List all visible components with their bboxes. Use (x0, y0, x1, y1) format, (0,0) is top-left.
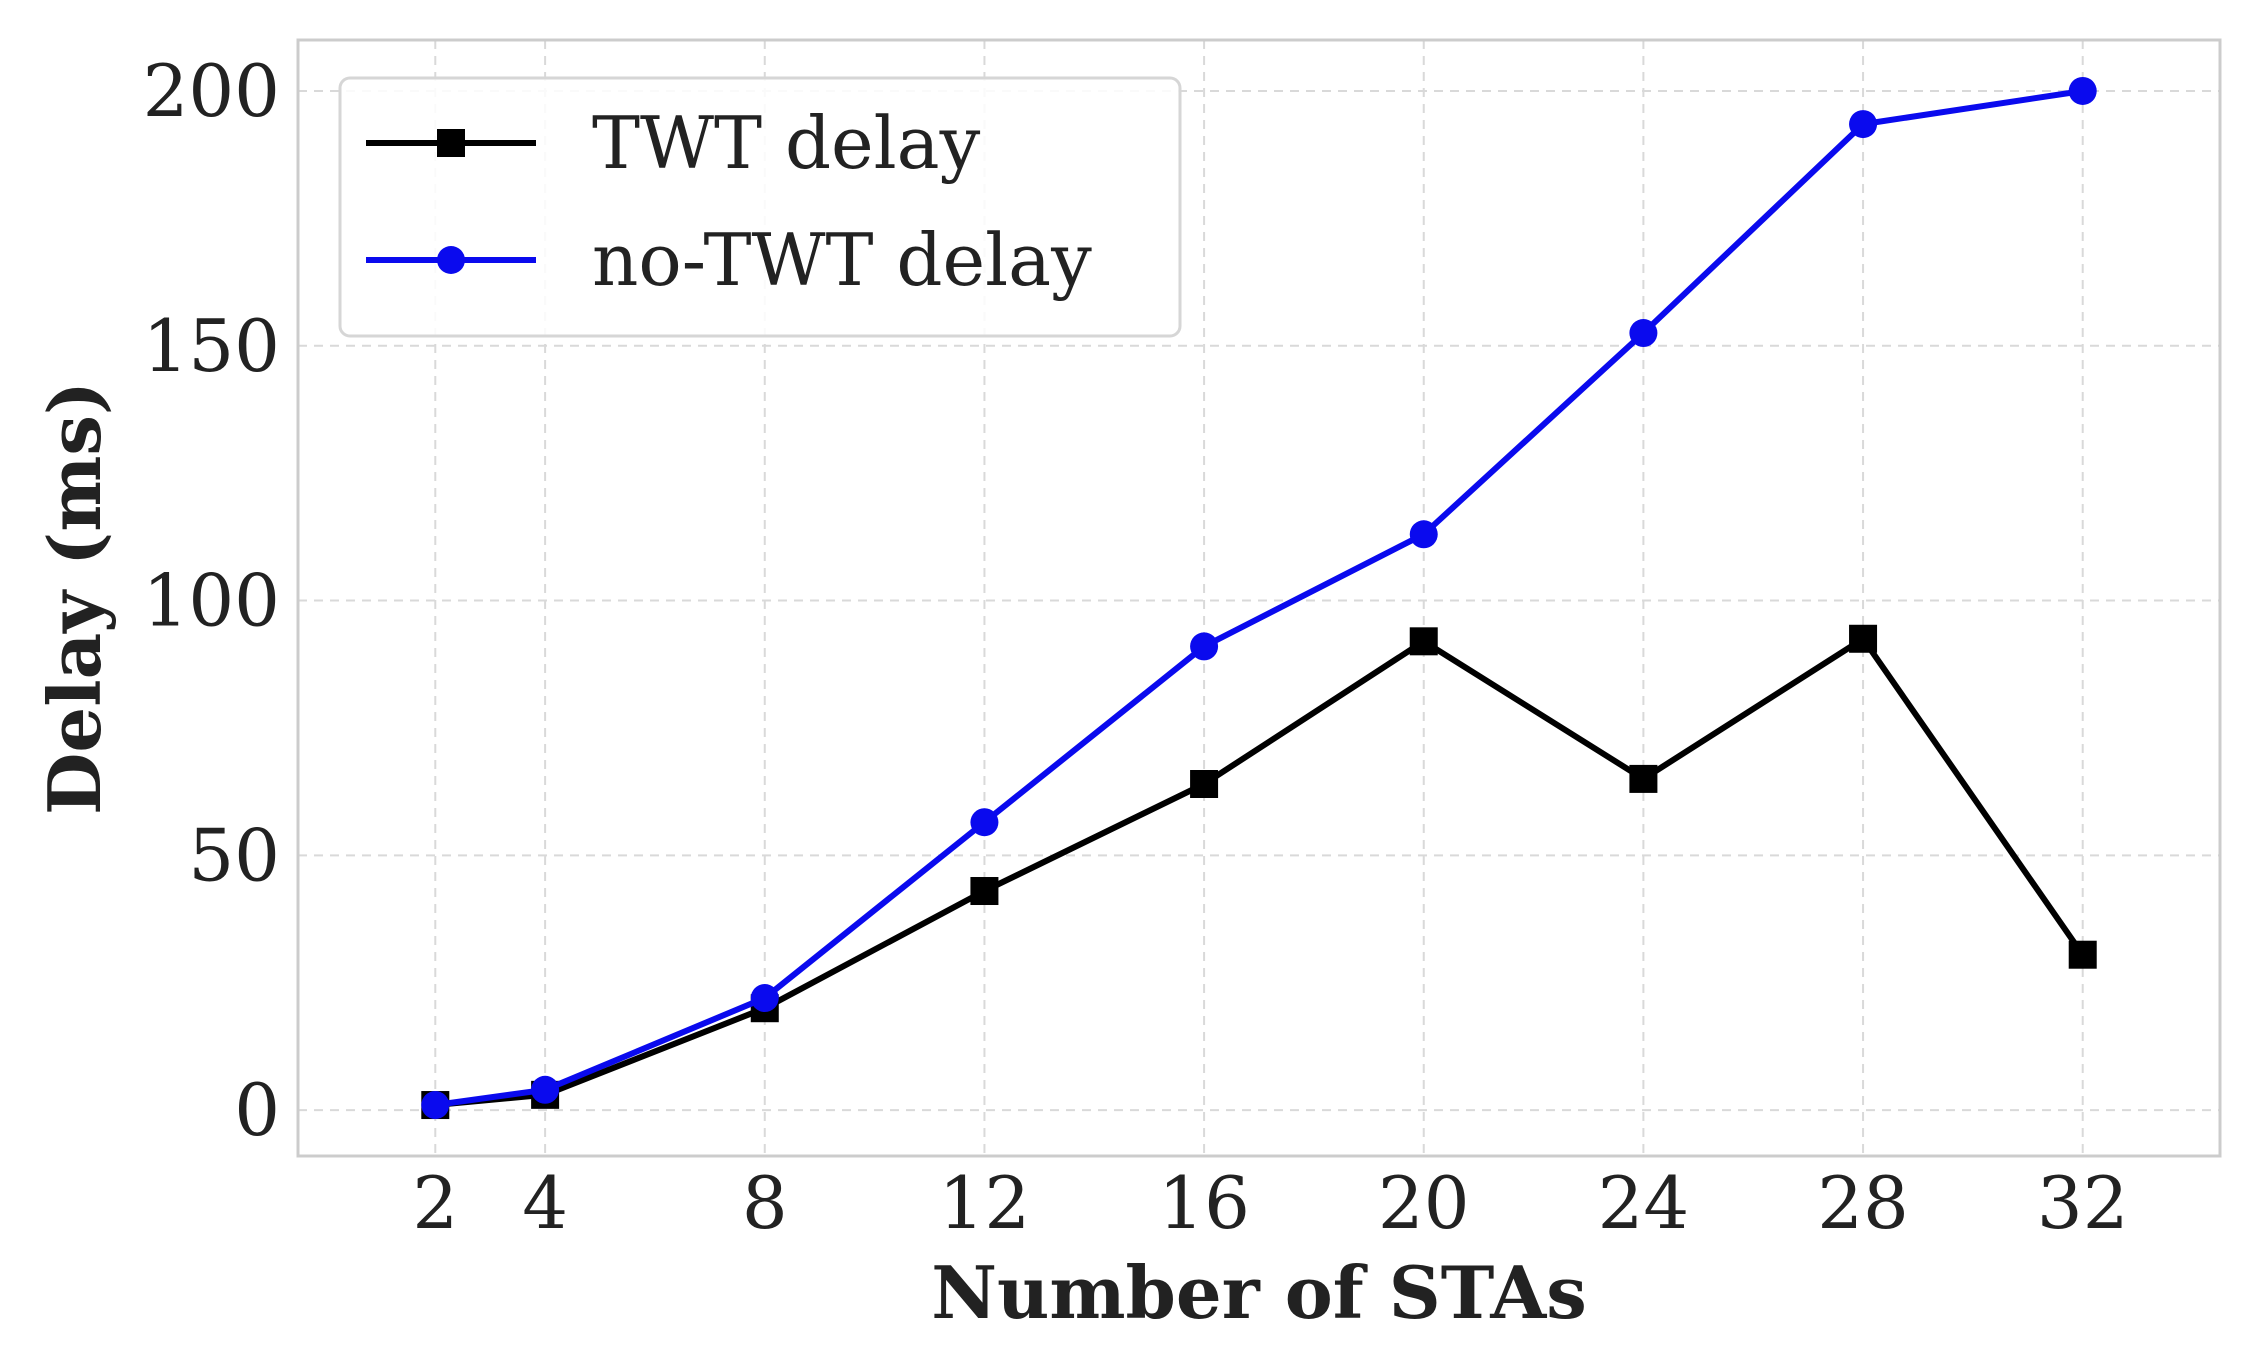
grid (298, 40, 2220, 1156)
legend-marker-no-twt (437, 246, 465, 274)
series-lines (421, 76, 2097, 1120)
x-tick-label: 24 (1598, 1161, 1690, 1245)
y-axis-title: Delay (ms) (32, 381, 117, 815)
legend-box (338, 76, 1182, 338)
legend-entry-no-twt: no-TWT delay (366, 218, 1092, 302)
x-tick-label: 16 (1158, 1161, 1250, 1245)
x-tick-label: 4 (522, 1161, 568, 1245)
data-point-twt-delay (1629, 764, 1658, 793)
data-point-no-twt-delay (1190, 632, 1219, 661)
x-tick-label: 8 (742, 1161, 788, 1245)
data-point-no-twt-delay (1409, 520, 1438, 549)
legend-marker-twt (437, 129, 465, 157)
legend-label-no-twt: no-TWT delay (592, 218, 1092, 302)
data-point-twt-delay (1409, 627, 1438, 656)
x-tick-label: 28 (1817, 1161, 1909, 1245)
y-tick-label: 100 (143, 559, 280, 643)
data-point-twt-delay (2068, 940, 2097, 969)
plot-frame (296, 38, 2222, 1158)
x-tick-label: 12 (939, 1161, 1031, 1245)
legend: TWT delay no-TWT delay (338, 76, 1182, 338)
y-tick-label: 200 (143, 49, 280, 133)
data-point-no-twt-delay (531, 1075, 560, 1104)
y-tick-labels: 0 50 100 150 200 (143, 49, 280, 1152)
legend-label-twt: TWT delay (592, 101, 981, 185)
y-tick-label: 0 (234, 1068, 280, 1152)
x-tick-label: 32 (2037, 1161, 2129, 1245)
data-point-twt-delay (1849, 624, 1878, 653)
x-tick-labels: 2 4 8 12 16 20 24 28 32 (412, 1161, 2128, 1245)
x-axis-title: Number of STAs (931, 1250, 1587, 1335)
legend-entry-twt: TWT delay (366, 101, 981, 185)
data-point-no-twt-delay (1849, 110, 1878, 139)
data-point-no-twt-delay (421, 1091, 450, 1120)
y-tick-label: 150 (143, 304, 280, 388)
y-tick-label: 50 (188, 813, 280, 897)
x-tick-label: 2 (412, 1161, 458, 1245)
x-tick-label: 20 (1378, 1161, 1470, 1245)
data-point-no-twt-delay (1629, 319, 1658, 348)
data-point-twt-delay (970, 877, 999, 906)
data-point-no-twt-delay (970, 808, 999, 837)
data-point-no-twt-delay (750, 984, 779, 1013)
data-point-no-twt-delay (2068, 76, 2097, 105)
data-point-twt-delay (1190, 770, 1219, 798)
